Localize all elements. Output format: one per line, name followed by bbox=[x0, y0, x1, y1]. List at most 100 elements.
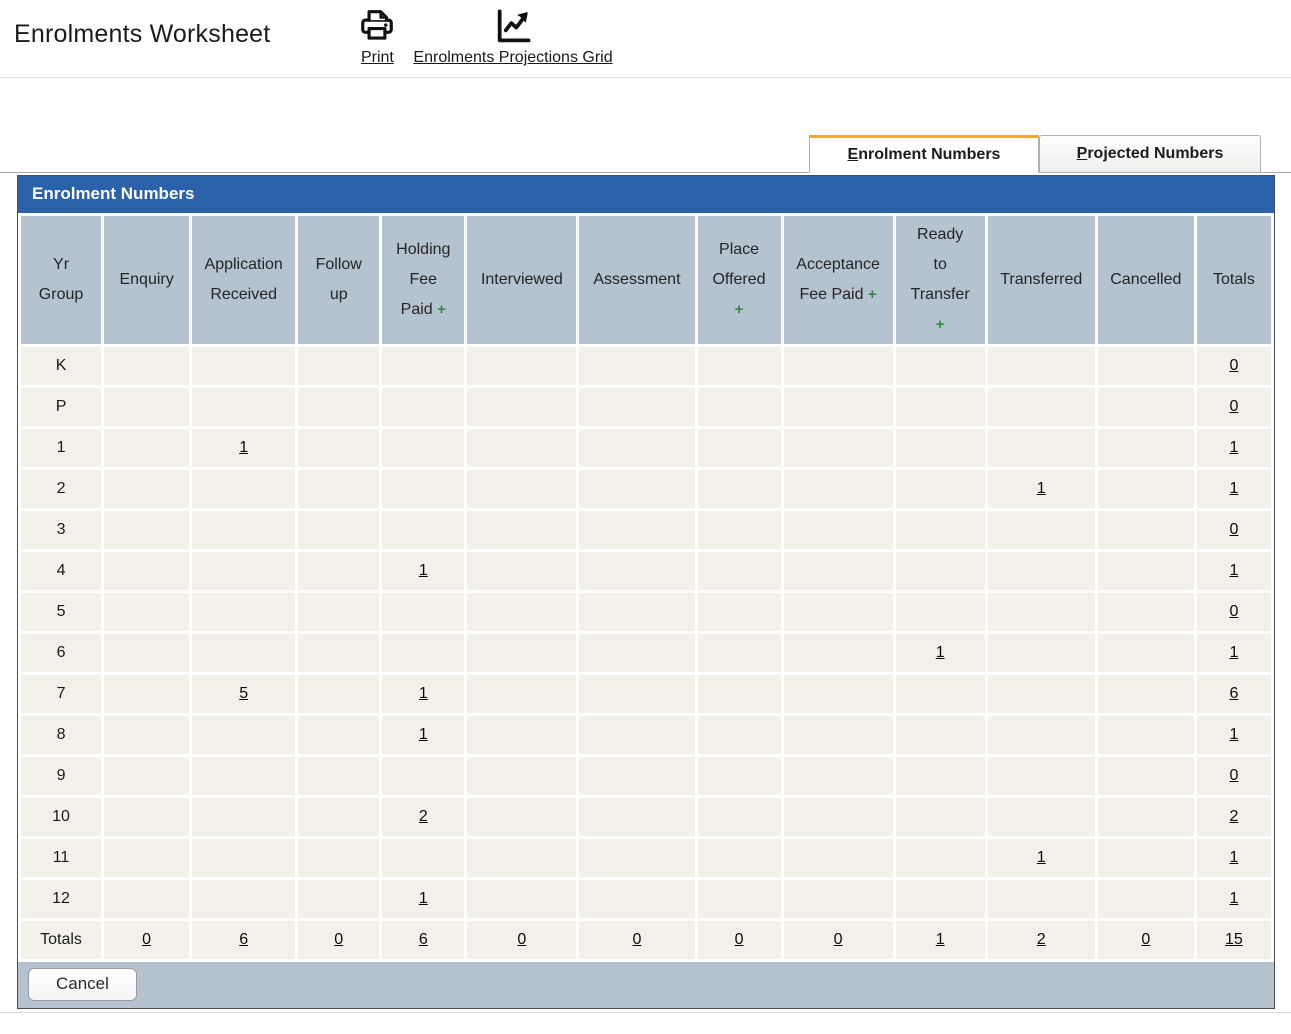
table-cell bbox=[579, 716, 695, 754]
row-total-link[interactable]: 1 bbox=[1229, 439, 1239, 456]
column-total-link[interactable]: 0 bbox=[632, 931, 642, 948]
add-icon[interactable]: + bbox=[867, 286, 877, 303]
table-cell bbox=[579, 552, 695, 590]
table-cell bbox=[987, 429, 1095, 467]
cell-value-link[interactable]: 1 bbox=[1036, 849, 1046, 866]
cell-value-link[interactable]: 1 bbox=[935, 644, 945, 661]
column-total-link[interactable]: 1 bbox=[935, 931, 945, 948]
cell-value-link[interactable]: 1 bbox=[418, 562, 428, 579]
cell-value-link[interactable]: 1 bbox=[418, 890, 428, 907]
table-cell bbox=[298, 634, 380, 672]
table-cell bbox=[783, 880, 893, 918]
row-label: 5 bbox=[21, 593, 102, 631]
cell-value-link[interactable]: 1 bbox=[418, 726, 428, 743]
table-cell: 6 bbox=[1196, 675, 1271, 713]
table-cell: 0 bbox=[298, 921, 380, 959]
cell-value-link[interactable]: 2 bbox=[418, 808, 428, 825]
table-cell bbox=[1097, 839, 1194, 877]
row-total-link[interactable]: 0 bbox=[1229, 521, 1239, 538]
row-total-link[interactable]: 1 bbox=[1229, 644, 1239, 661]
table-cell bbox=[192, 716, 296, 754]
row-total-link[interactable]: 2 bbox=[1229, 808, 1239, 825]
column-total-link[interactable]: 0 bbox=[734, 931, 744, 948]
table-cell bbox=[104, 347, 190, 385]
cell-value-link[interactable]: 1 bbox=[239, 439, 249, 456]
table-cell: 0 bbox=[1097, 921, 1194, 959]
table-cell bbox=[579, 593, 695, 631]
table-cell bbox=[783, 347, 893, 385]
column-total-link[interactable]: 0 bbox=[142, 931, 152, 948]
tab-enrolment-numbers[interactable]: Enrolment Numbers bbox=[809, 135, 1039, 173]
cell-value-link[interactable]: 5 bbox=[239, 685, 249, 702]
row-label: 8 bbox=[21, 716, 102, 754]
cell-value-link[interactable]: 1 bbox=[1036, 480, 1046, 497]
table-header-row: Yr Group Enquiry Application Received Follo… bbox=[21, 216, 1271, 344]
column-total-link[interactable]: 0 bbox=[833, 931, 843, 948]
table-cell bbox=[192, 511, 296, 549]
table-cell bbox=[104, 675, 190, 713]
row-total-link[interactable]: 1 bbox=[1229, 849, 1239, 866]
add-icon[interactable]: + bbox=[734, 301, 744, 318]
table-cell bbox=[987, 716, 1095, 754]
row-total-link[interactable]: 1 bbox=[1229, 562, 1239, 579]
cell-value-link[interactable]: 1 bbox=[418, 685, 428, 702]
add-icon[interactable]: + bbox=[935, 316, 945, 333]
table-cell bbox=[467, 880, 577, 918]
table-cell bbox=[579, 511, 695, 549]
column-total-link[interactable]: 0 bbox=[334, 931, 344, 948]
column-header: Acceptance Fee Paid + bbox=[783, 216, 893, 344]
table-cell: 1 bbox=[1196, 429, 1271, 467]
table-cell bbox=[298, 757, 380, 795]
grand-total-link[interactable]: 15 bbox=[1225, 931, 1243, 948]
table-cell bbox=[697, 757, 781, 795]
tab-projected-numbers[interactable]: Projected Numbers bbox=[1039, 135, 1261, 173]
add-icon[interactable]: + bbox=[437, 301, 446, 318]
row-total-link[interactable]: 0 bbox=[1229, 767, 1239, 784]
table-cell bbox=[1097, 798, 1194, 836]
table-cell bbox=[987, 552, 1095, 590]
row-total-link[interactable]: 1 bbox=[1229, 480, 1239, 497]
table-cell: 1 bbox=[192, 429, 296, 467]
row-total-link[interactable]: 0 bbox=[1229, 398, 1239, 415]
table-cell bbox=[697, 511, 781, 549]
table-cell bbox=[467, 634, 577, 672]
table-cell: 1 bbox=[1196, 634, 1271, 672]
row-total-link[interactable]: 6 bbox=[1229, 685, 1239, 702]
table-cell bbox=[783, 634, 893, 672]
table-cell bbox=[783, 470, 893, 508]
row-label: 10 bbox=[21, 798, 102, 836]
table-cell: 2 bbox=[1196, 798, 1271, 836]
table-cell: 0 bbox=[1196, 511, 1271, 549]
row-total-link[interactable]: 1 bbox=[1229, 726, 1239, 743]
table-cell bbox=[192, 470, 296, 508]
column-total-link[interactable]: 0 bbox=[517, 931, 527, 948]
column-total-link[interactable]: 6 bbox=[418, 931, 428, 948]
row-total-link[interactable]: 0 bbox=[1229, 357, 1239, 374]
table-cell: 0 bbox=[579, 921, 695, 959]
table-row: 10 2 2 bbox=[21, 798, 1271, 836]
table-cell bbox=[987, 388, 1095, 426]
table-cell bbox=[783, 552, 893, 590]
table-cell: 0 bbox=[1196, 593, 1271, 631]
table-cell bbox=[697, 347, 781, 385]
table-cell bbox=[895, 429, 985, 467]
totals-row: Totals 0 6 0 6 0 0 0 0 1 2 0 15 bbox=[21, 921, 1271, 959]
row-total-link[interactable]: 1 bbox=[1229, 890, 1239, 907]
table-cell: 0 bbox=[1196, 388, 1271, 426]
table-cell: 1 bbox=[382, 675, 465, 713]
table-cell bbox=[783, 716, 893, 754]
print-link[interactable]: Print bbox=[358, 7, 396, 67]
column-total-link[interactable]: 2 bbox=[1036, 931, 1046, 948]
table-cell bbox=[895, 798, 985, 836]
column-total-link[interactable]: 6 bbox=[239, 931, 249, 948]
table-cell bbox=[697, 429, 781, 467]
table-cell: 1 bbox=[382, 716, 465, 754]
table-cell bbox=[298, 429, 380, 467]
projections-grid-link[interactable]: Enrolments Projections Grid bbox=[413, 7, 613, 67]
table-cell bbox=[579, 675, 695, 713]
row-total-link[interactable]: 0 bbox=[1229, 603, 1239, 620]
table-cell bbox=[697, 593, 781, 631]
column-total-link[interactable]: 0 bbox=[1141, 931, 1151, 948]
cancel-button[interactable]: Cancel bbox=[28, 968, 137, 1001]
